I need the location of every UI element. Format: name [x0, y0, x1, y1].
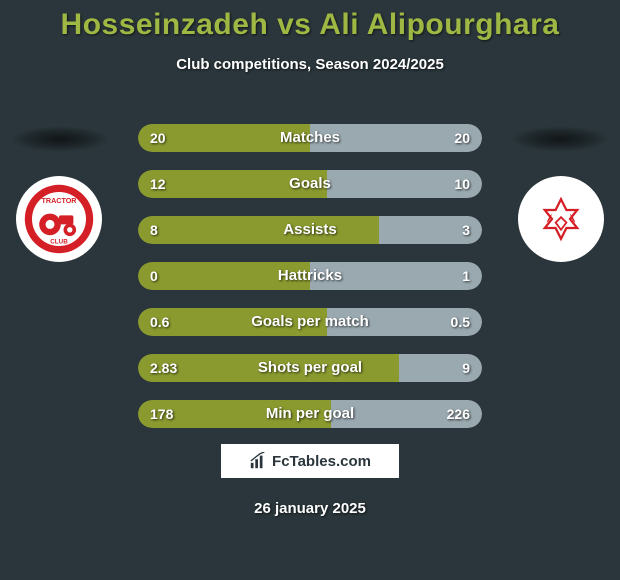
stat-row: 01Hattricks: [138, 262, 482, 290]
stat-label: Goals: [138, 170, 482, 198]
stat-label: Goals per match: [138, 308, 482, 336]
date-text: 26 january 2025: [0, 500, 620, 517]
svg-text:TRACTOR: TRACTOR: [41, 196, 77, 205]
stat-label: Hattricks: [138, 262, 482, 290]
page-title: Hosseinzadeh vs Ali Alipourghara: [0, 0, 620, 42]
stat-row: 83Assists: [138, 216, 482, 244]
stat-bars: 2020Matches 1210Goals 83Assists 01Hattricks…: [138, 124, 482, 446]
stat-row: 2020Matches: [138, 124, 482, 152]
stat-row: 178226Min per goal: [138, 400, 482, 428]
brand-text: FcTables.com: [272, 453, 371, 470]
stat-row: 2.839Shots per goal: [138, 354, 482, 382]
tractor-club-icon: TRACTOR CLUB: [23, 183, 95, 255]
shadow-left: [10, 126, 110, 152]
stat-label: Assists: [138, 216, 482, 244]
stat-label: Matches: [138, 124, 482, 152]
stat-label: Min per goal: [138, 400, 482, 428]
brand-badge: FcTables.com: [221, 444, 399, 478]
stat-label: Shots per goal: [138, 354, 482, 382]
stat-row: 1210Goals: [138, 170, 482, 198]
subtitle: Club competitions, Season 2024/2025: [0, 56, 620, 73]
badge-right: [518, 176, 604, 262]
stat-row: 0.60.5Goals per match: [138, 308, 482, 336]
svg-text:CLUB: CLUB: [50, 238, 68, 245]
shadow-right: [510, 126, 610, 152]
badge-left: TRACTOR CLUB: [16, 176, 102, 262]
chart-icon: [249, 452, 267, 470]
persepolis-icon: [525, 183, 597, 255]
